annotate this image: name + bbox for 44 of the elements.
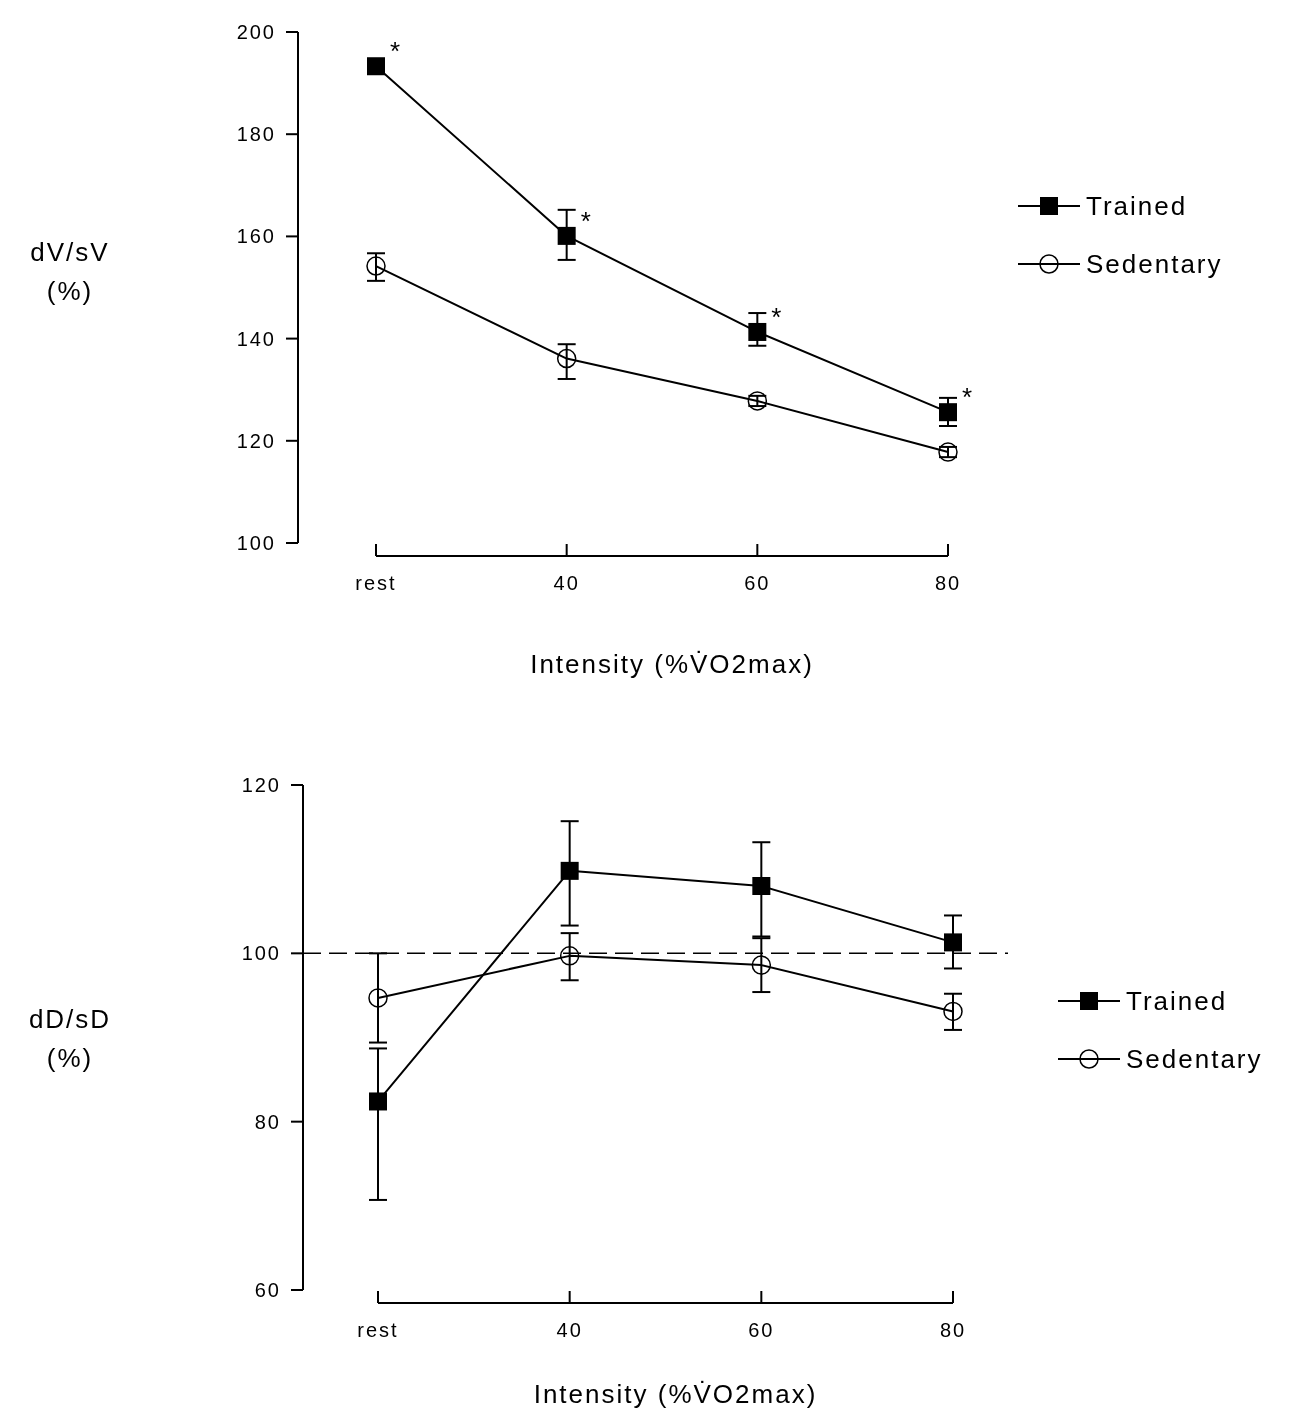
legend-label: Sedentary [1086,249,1223,280]
point [943,1001,963,1022]
y-tick-label: 100 [236,532,276,554]
y-axis-title: dV/sV (%) [30,236,110,306]
x-tick-label: 80 [934,572,962,594]
point [557,226,576,245]
point [369,1092,387,1111]
legend-label: Trained [1126,986,1228,1017]
y-tick-label: 140 [236,327,276,350]
point [944,933,962,952]
y-tick-label: 200 [236,21,276,43]
x-tick-label: 40 [556,1319,583,1341]
y-tick-label: 80 [254,1110,281,1133]
x-axis-title: Intensity (%V̇O2max) [530,649,814,679]
x-tick-label: rest [355,572,397,594]
y-tick-label: 180 [236,123,276,146]
annotation: * [962,382,973,413]
point [748,322,767,341]
x-tick-label: 60 [748,1319,775,1341]
legend-label: Trained [1086,191,1188,222]
y-tick-label: 60 [254,1279,281,1301]
x-tick-label: 80 [939,1319,967,1341]
y-axis-title: dD/sD (%) [28,1003,112,1073]
y-tick-label: 120 [236,429,276,452]
y-tick-label: 100 [241,942,281,965]
legend-label: Sedentary [1126,1044,1263,1075]
point [367,57,385,76]
annotation: * [580,205,591,236]
point [366,256,386,276]
point [556,348,577,369]
y-tick-label: 160 [236,225,276,248]
point [368,988,388,1008]
x-tick-label: 40 [553,572,580,594]
point [752,877,771,895]
annotation: * [771,301,782,332]
x-tick-label: rest [357,1319,399,1341]
point [560,861,579,880]
point [559,946,580,966]
point [939,403,957,422]
x-tick-label: 60 [744,572,771,594]
y-tick-label: 120 [241,774,281,796]
annotation: * [390,36,401,67]
x-axis-title: Intensity (%V̇O2max) [533,1379,818,1409]
point [751,955,772,975]
